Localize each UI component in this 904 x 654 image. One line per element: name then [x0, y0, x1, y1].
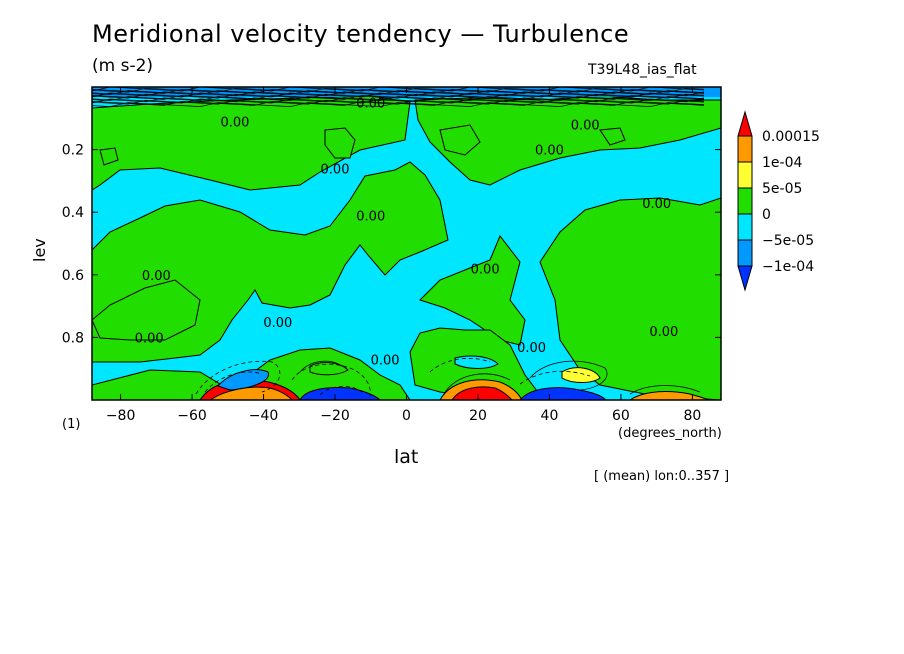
y-axis-label: lev	[30, 238, 49, 262]
y-tick-label-3: 0.8	[62, 330, 84, 346]
x-tick-label-3: −20	[320, 408, 350, 424]
region-positive-11	[439, 124, 481, 156]
region-positive-1	[92, 95, 411, 191]
colorbar-segment-1	[737, 135, 753, 163]
contour-label-12: 0.00	[642, 197, 671, 212]
colorbar-label-4: −5e-05	[762, 233, 814, 249]
colorbar-segment-3	[737, 187, 753, 215]
contour-label-8: 0.00	[471, 263, 500, 278]
top-contour-6	[92, 92, 705, 98]
top-contour-8	[92, 95, 705, 100]
extreme-region-10	[454, 355, 499, 369]
colorbar-label-0: 0.00015	[762, 129, 820, 145]
solid-contour-2	[443, 373, 511, 395]
top-contour-2	[92, 87, 705, 93]
colorbar-segment-2	[737, 161, 753, 189]
colorbar-bottom-arrow	[737, 265, 753, 292]
units-label: (m s-2)	[92, 56, 154, 76]
run-label: T39L48_ias_flat	[588, 62, 697, 78]
region-positive-5	[539, 197, 721, 400]
contour-label-10: 0.00	[535, 144, 564, 159]
top-contour-12	[92, 99, 705, 105]
dashed-contour-5	[519, 371, 591, 385]
colorbar-label-3: 0	[762, 207, 771, 223]
x-tick-label-0: −80	[106, 408, 136, 424]
solid-contour-4	[299, 360, 343, 373]
top-contour-7	[92, 93, 705, 99]
dashed-contour-3	[291, 363, 371, 397]
region-positive-6	[419, 235, 526, 346]
x-tick-label-1: −60	[177, 408, 207, 424]
extreme-region-8	[561, 367, 601, 383]
contour-label-2: 0.00	[142, 269, 171, 284]
contour-label-14: 0.00	[356, 97, 385, 112]
contour-label-11: 0.00	[571, 119, 600, 134]
contour-label-5: 0.00	[321, 162, 350, 177]
contour-label-7: 0.00	[371, 353, 400, 368]
contour-label-4: 0.00	[263, 316, 292, 331]
x-tick-label-4: 0	[402, 408, 411, 424]
top-contour-3	[92, 89, 705, 94]
top-contour-13	[92, 101, 705, 106]
region-positive-12	[99, 147, 119, 166]
contour-label-9: 0.00	[517, 341, 546, 356]
solid-contour-3	[629, 385, 701, 395]
plot-field: 0.00 0.00 0.00 0.00 0.00 0.00 0.00 0.00 0.00 0.00…	[92, 87, 721, 400]
contour-label-1: 0.00	[220, 115, 249, 130]
top-contour-9	[92, 96, 705, 101]
contour-label-13: 0.00	[649, 325, 678, 340]
solid-contour-1	[529, 360, 608, 391]
y-tick-label-1: 0.4	[62, 205, 84, 221]
chart-title: Meridional velocity tendency — Turbulenc…	[92, 20, 630, 48]
top-contour-14	[92, 102, 705, 107]
panel-index: (1)	[62, 417, 81, 432]
colorbar-segment-5	[737, 239, 753, 267]
mean-note: [ (mean) lon:0..357 ]	[594, 469, 730, 484]
y-tick-label-0: 0.2	[62, 143, 84, 159]
region-positive-3	[92, 279, 201, 341]
contour-label-6: 0.00	[356, 209, 385, 224]
extreme-region-11	[309, 362, 349, 376]
x-tick-label-6: 40	[541, 408, 559, 424]
top-contour-11	[92, 98, 705, 104]
dashed-contour-4	[429, 357, 491, 373]
colorbar-label-1: 1e-04	[762, 155, 802, 171]
colorbar-label-5: −1e-04	[762, 259, 814, 275]
top-contour-4	[92, 90, 705, 95]
region-positive-10	[324, 127, 356, 159]
colorbar-label-2: 5e-05	[762, 181, 802, 197]
region-positive-13	[599, 127, 626, 146]
dashed-contour-6	[319, 385, 363, 396]
dashed-contour-2	[204, 371, 263, 393]
x-tick-label-5: 20	[469, 408, 487, 424]
x-axis-label: lat	[394, 446, 419, 468]
x-tick-label-2: −40	[249, 408, 279, 424]
x-tick-label-8: 80	[683, 408, 701, 424]
contour-label-3: 0.00	[135, 331, 164, 346]
y-tick-label-2: 0.6	[62, 268, 84, 284]
colorbar-top-arrow	[737, 110, 753, 137]
dashed-contour-1	[195, 360, 281, 395]
x-unit-label: (degrees_north)	[618, 426, 722, 441]
colorbar-segment-4	[737, 213, 753, 241]
extreme-region-6	[451, 386, 513, 400]
x-tick-label-7: 60	[612, 408, 630, 424]
